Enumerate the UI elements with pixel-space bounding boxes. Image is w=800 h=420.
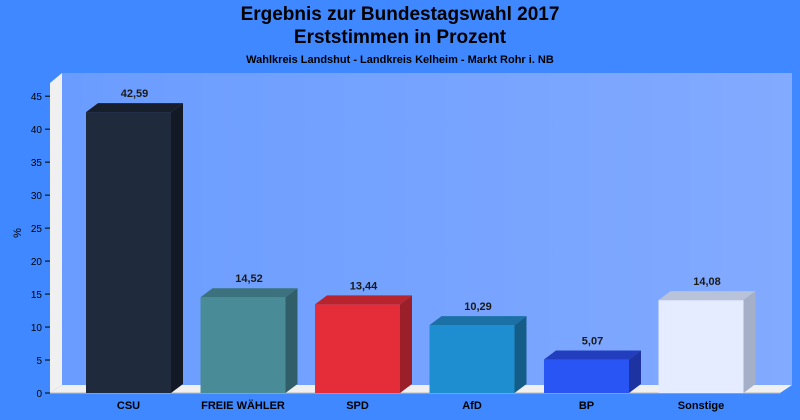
y-tick-label: 35 bbox=[31, 158, 43, 169]
y-tick-label: 20 bbox=[31, 257, 43, 268]
y-tick-label: 0 bbox=[36, 389, 42, 400]
bar-top bbox=[429, 316, 527, 326]
y-tick-label: 5 bbox=[36, 356, 42, 367]
y-tick-label: 45 bbox=[31, 92, 43, 103]
x-tick-label: FREIE WÄHLER bbox=[201, 399, 285, 412]
data-label: 10,29 bbox=[464, 301, 492, 313]
y-tick-label: 15 bbox=[31, 290, 43, 301]
bar-side bbox=[171, 103, 183, 394]
chart-title-line2: Erststimmen in Prozent bbox=[293, 27, 507, 48]
plot-left-wall bbox=[50, 73, 62, 393]
bar bbox=[544, 359, 629, 393]
data-label: 14,08 bbox=[693, 276, 721, 288]
chart-subtitle: Wahlkreis Landshut - Landkreis Kelheim -… bbox=[246, 54, 554, 66]
bar-top bbox=[315, 295, 412, 305]
bar-side bbox=[743, 291, 756, 393]
x-tick-label: Sonstige bbox=[678, 400, 724, 412]
x-tick-label: AfD bbox=[462, 400, 482, 412]
data-label: 42,59 bbox=[121, 88, 149, 100]
data-label: 13,44 bbox=[350, 280, 378, 292]
bar bbox=[200, 297, 286, 393]
bar-side bbox=[514, 316, 527, 393]
y-axis-label: % bbox=[12, 228, 24, 238]
bar bbox=[315, 304, 400, 393]
bar-side bbox=[400, 295, 412, 393]
bar-side bbox=[285, 288, 298, 393]
y-tick-label: 40 bbox=[31, 125, 43, 136]
bar-top bbox=[544, 350, 641, 360]
x-tick-label: SPD bbox=[346, 400, 369, 412]
bar-top bbox=[86, 103, 183, 113]
chart-title: Ergebnis zur Bundestagswahl 2017 bbox=[240, 4, 560, 25]
bar-top bbox=[658, 291, 756, 301]
x-tick-label: BP bbox=[579, 400, 594, 412]
data-label: 14,52 bbox=[235, 273, 263, 285]
bar-side bbox=[629, 350, 641, 393]
bar bbox=[658, 300, 744, 393]
data-label: 5,07 bbox=[582, 336, 603, 348]
bar-top bbox=[200, 288, 298, 298]
bar bbox=[429, 325, 515, 393]
y-tick-label: 10 bbox=[31, 323, 43, 334]
x-tick-label: CSU bbox=[117, 400, 140, 412]
bar bbox=[86, 112, 171, 394]
y-tick-label: 30 bbox=[31, 191, 43, 202]
y-tick-label: 25 bbox=[31, 224, 43, 235]
